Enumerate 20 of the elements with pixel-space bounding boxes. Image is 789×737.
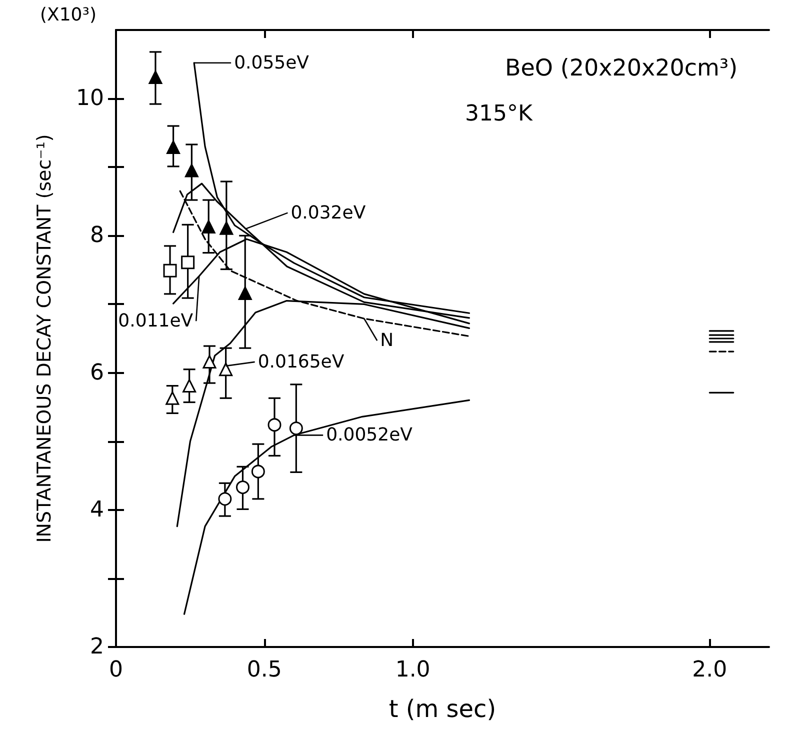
annotation: 0.055eV — [234, 52, 310, 74]
y-tick-label: 8 — [90, 223, 104, 248]
y-tick-label: 6 — [90, 360, 104, 386]
y-axis-title: INSTANTANEOUS DECAY CONSTANT (sec⁻¹) — [34, 134, 56, 543]
y-tick-label: 10 — [76, 86, 104, 112]
annotation: N — [380, 330, 394, 352]
text: 315°K — [465, 102, 533, 126]
y-tick-label: 4 — [90, 497, 104, 522]
x-tick-label: 2.0 — [692, 658, 728, 682]
text: BeO (20x20x20cm³) — [505, 56, 738, 82]
x-tick-label: 1.0 — [395, 658, 430, 682]
annotation: 0.032eV — [290, 202, 366, 224]
x-axis-title: t (m sec) — [388, 695, 496, 723]
annotation: 0.0052eV — [326, 424, 414, 446]
annotation: 0.0165eV — [258, 351, 345, 372]
x-tick-label: 0.5 — [246, 658, 282, 682]
y-tick-label: 2 — [90, 634, 104, 660]
x-tick-label: 0 — [109, 658, 123, 682]
annotation: 0.011eV — [118, 310, 194, 332]
text: (X10³) — [40, 4, 96, 26]
